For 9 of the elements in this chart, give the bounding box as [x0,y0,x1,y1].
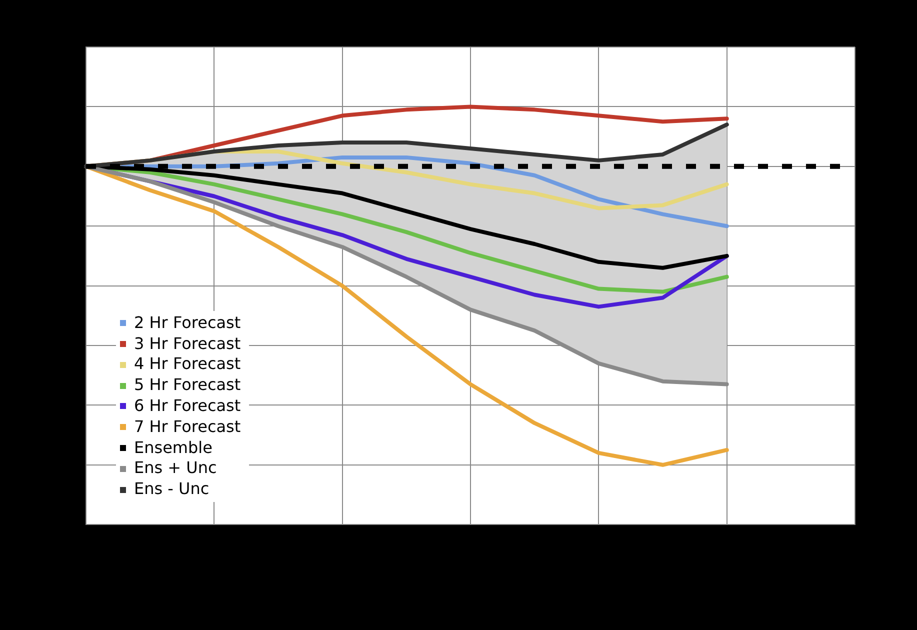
legend-label: Ens - Unc [134,479,210,500]
legend-label: Ens + Unc [134,458,217,480]
legend-label: 4 Hr Forecast [134,354,241,376]
legend-label: 6 Hr Forecast [134,396,241,417]
legend-label: 2 Hr Forecast [134,312,241,334]
legend-label: Ensemble [134,438,212,458]
legend-label: 7 Hr Forecast [134,416,241,438]
legend-label: 5 Hr Forecast [134,375,241,396]
legend-label: 3 Hr Forecast [134,334,241,354]
